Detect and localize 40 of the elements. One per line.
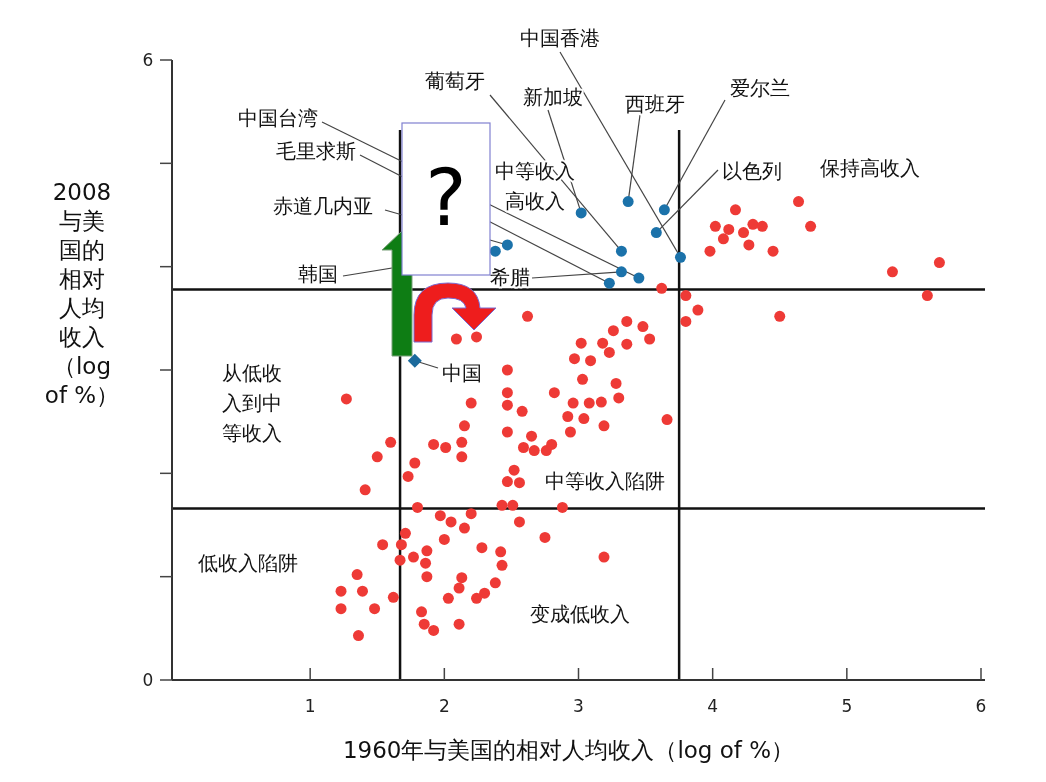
point [650,227,662,239]
point [489,245,501,257]
point [622,196,634,208]
annotation: 中国台湾 [238,106,318,130]
annotation: 爱尔兰 [730,76,790,100]
annotation: 葡萄牙 [425,69,485,93]
point [674,251,686,263]
annotation: 希腊 [490,265,530,289]
x-tick-label: 4 [707,696,719,716]
x-tick-label: 2 [438,696,450,716]
annotation: 中等收入陷阱 [545,469,665,493]
point [633,272,645,284]
annotation: 中国香港 [520,26,600,50]
x-tick-label: 1 [304,696,316,716]
y-tick-label: 0 [142,670,154,690]
annotation: 韩国 [298,262,338,286]
x-tick-label: 6 [975,696,987,716]
x-tick-label: 5 [841,696,853,716]
y-axis-title: 2008与美国的相对人均收入（log of %） [44,179,120,408]
question-box: ? [401,122,491,276]
annotation: 从低收入到中等收入 [222,361,282,445]
point [658,204,670,216]
point [615,266,627,278]
annotation: 中国 [442,361,482,385]
x-tick-label: 3 [573,696,584,716]
point [615,245,627,257]
annotation: 新加坡 [523,85,583,109]
x-axis-title: 1960年与美国的相对人均收入（log of %） [342,737,795,763]
point [603,277,615,289]
point [575,207,587,219]
annotation: 以色列 [722,159,782,183]
point [501,239,513,251]
annotation: 西班牙 [625,92,685,116]
annotation: 毛里求斯 [276,139,356,163]
annotation: 低收入陷阱 [198,551,298,575]
annotation: 赤道几内亚 [273,194,373,218]
annotation: 变成低收入 [530,602,630,626]
annotation: 保持高收入 [820,156,920,180]
point [407,353,422,368]
annotation: ? [425,153,467,243]
